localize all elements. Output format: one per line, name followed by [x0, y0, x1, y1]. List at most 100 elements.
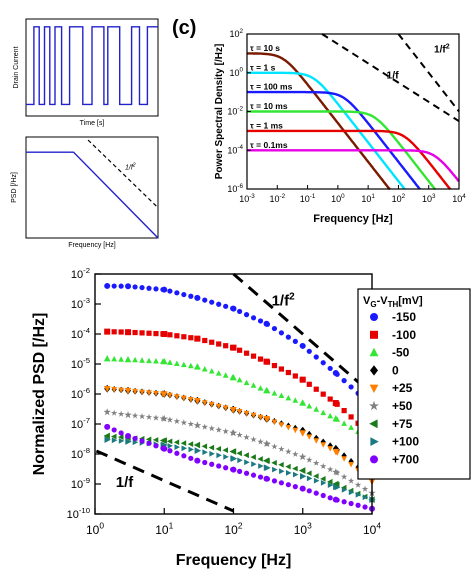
psd-point-7-31 [320, 480, 327, 486]
psd-point-4-35 [348, 462, 354, 468]
psd-point-0-2 [118, 283, 124, 289]
spectra-x-tick-5: 102 [392, 193, 406, 204]
psd-point-7-10 [174, 444, 180, 450]
psd-x-tick-4-base: 10 [363, 523, 377, 537]
psd-datapoint-5-6 [299, 453, 307, 461]
psd-datapoint-4-6 [299, 430, 307, 437]
psd-point-5-22 [257, 438, 264, 445]
spectra-1f-guide [321, 33, 460, 123]
spectra-x-tick-4-base: 10 [361, 194, 371, 204]
psd-point-8-36 [355, 502, 361, 508]
psd-point-0-9 [167, 288, 173, 294]
psd-point-5-34 [340, 473, 348, 480]
spectra-x-tick-2: 10-1 [300, 193, 316, 204]
psd-point-7-34 [341, 487, 348, 493]
spectra-y-tick-3-base: 10 [229, 68, 239, 78]
psd-point-4-12 [188, 397, 194, 403]
psd-datapoint-4-5 [263, 416, 270, 423]
psd-datapoint-5-3 [193, 421, 201, 429]
psd-point-1-6 [146, 330, 152, 336]
spectra-series-labels: τ = 10 s τ = 1 s τ = 100 ms τ = 10 ms τ = 1 … [250, 43, 293, 150]
psd-point-6-10 [173, 439, 180, 446]
psd-x-tick-4-exp: 4 [376, 521, 381, 531]
spectra-y-tick-1: 10-4 [227, 144, 243, 155]
psd-point-8-22 [257, 474, 264, 480]
psd-point-7-19 [237, 457, 243, 464]
psd-point-1-29 [306, 381, 312, 387]
psd-point-2-4 [132, 356, 138, 363]
sketch-lorentzian-line [26, 151, 159, 239]
psd-point-5-24 [271, 443, 278, 450]
psd-y-tick-6-exp: -4 [83, 326, 91, 335]
spectra-plot-frame [246, 33, 460, 190]
psd-point-8-30 [313, 490, 319, 496]
psd-datapoint-8-1 [125, 432, 132, 439]
psd-datapoint-1-3 [194, 335, 201, 342]
psd-point-6-17 [222, 447, 228, 453]
legend-marker-0 [370, 313, 378, 321]
legend-marker-4 [369, 384, 379, 393]
spectra-y-tick-4-exp: 2 [239, 28, 243, 35]
psd-y-tick-5: 10-5 [71, 356, 90, 371]
psd-point-2-22 [257, 385, 264, 391]
psd-point-5-17 [222, 428, 229, 435]
psd-y-tick-3-base: 10 [71, 419, 83, 431]
telegraph-plot-frame [25, 18, 159, 117]
psd-point-6-20 [243, 452, 249, 459]
psd-point-2-17 [222, 372, 229, 378]
psd-point-4-27 [292, 427, 299, 434]
psd-series-8 [104, 423, 375, 512]
spectra-x-tick-5-exp: 2 [402, 193, 406, 200]
psd-point-4-7 [153, 390, 159, 397]
psd-series [103, 282, 376, 512]
psd-point-8-6 [146, 440, 152, 446]
psd-point-7-14 [202, 449, 208, 456]
spectra-series-label-4: τ = 1 ms [250, 120, 283, 130]
spectra-1f2-guide [397, 33, 460, 113]
psd-point-6-25 [278, 461, 284, 468]
psd-y-tick-7: 10-3 [71, 296, 90, 311]
spectra-x-tick-1: 10-2 [269, 193, 285, 204]
psd-datapoint-7-0 [104, 436, 111, 443]
legend-label-1: -100 [392, 328, 416, 342]
psd-y-tick-8: 10-2 [71, 266, 90, 281]
legend-label-4: +25 [392, 381, 413, 395]
psd-point-0-17 [223, 303, 229, 309]
psd-point-7-29 [306, 475, 313, 482]
spectra-y-tick-1-exp: -4 [237, 144, 243, 151]
psd-x-axis-label: Frequency [Hz] [176, 552, 292, 569]
psd-y-tick-5-base: 10 [71, 359, 83, 371]
spectra-x-tick-0-exp: -3 [249, 193, 255, 200]
psd-point-0-24 [271, 325, 278, 332]
psd-datapoint-1-5 [263, 358, 270, 365]
psd-point-8-14 [202, 459, 208, 466]
psd-datapoint-1-1 [125, 329, 132, 336]
spectra-x-tick-3-exp: 0 [341, 193, 345, 200]
psd-point-0-11 [181, 291, 187, 298]
psd-point-2-7 [153, 358, 159, 364]
psd-point-5-20 [243, 433, 250, 440]
psd-y-tick-8-exp: -2 [83, 266, 90, 275]
psd-point-8-19 [236, 468, 243, 474]
psd-point-7-11 [181, 445, 187, 452]
psd-point-6-30 [313, 473, 319, 479]
psd-y-tick-2: 10-8 [71, 446, 90, 461]
psd-datapoint-8-4 [230, 466, 237, 473]
psd-point-0-10 [174, 290, 180, 296]
psd-1f2-guide [232, 272, 377, 399]
psd-point-7-17 [223, 454, 229, 460]
psd-point-2-14 [201, 366, 208, 372]
psd-point-5-29 [306, 456, 313, 463]
psd-point-8-29 [306, 488, 312, 494]
psd-legend: VG-VTH[mV] -150 -100 -50 0 +25 +50 +75 +100 +700 [357, 288, 471, 480]
psd-point-5-9 [166, 416, 174, 423]
spectra-curves [247, 52, 460, 191]
legend-title: VG-VTH[mV] [363, 295, 423, 309]
psd-point-0-25 [278, 330, 285, 336]
psd-point-1-32 [327, 396, 333, 402]
psd-point-2-20 [243, 379, 250, 386]
psd-point-8-20 [243, 470, 250, 476]
lorentzian-spectra-panel: (c) 1/f1/f2 10-3 10-2 10-1 100 101 102 103 1041… [172, 17, 466, 225]
psd-point-6-27 [292, 465, 298, 472]
